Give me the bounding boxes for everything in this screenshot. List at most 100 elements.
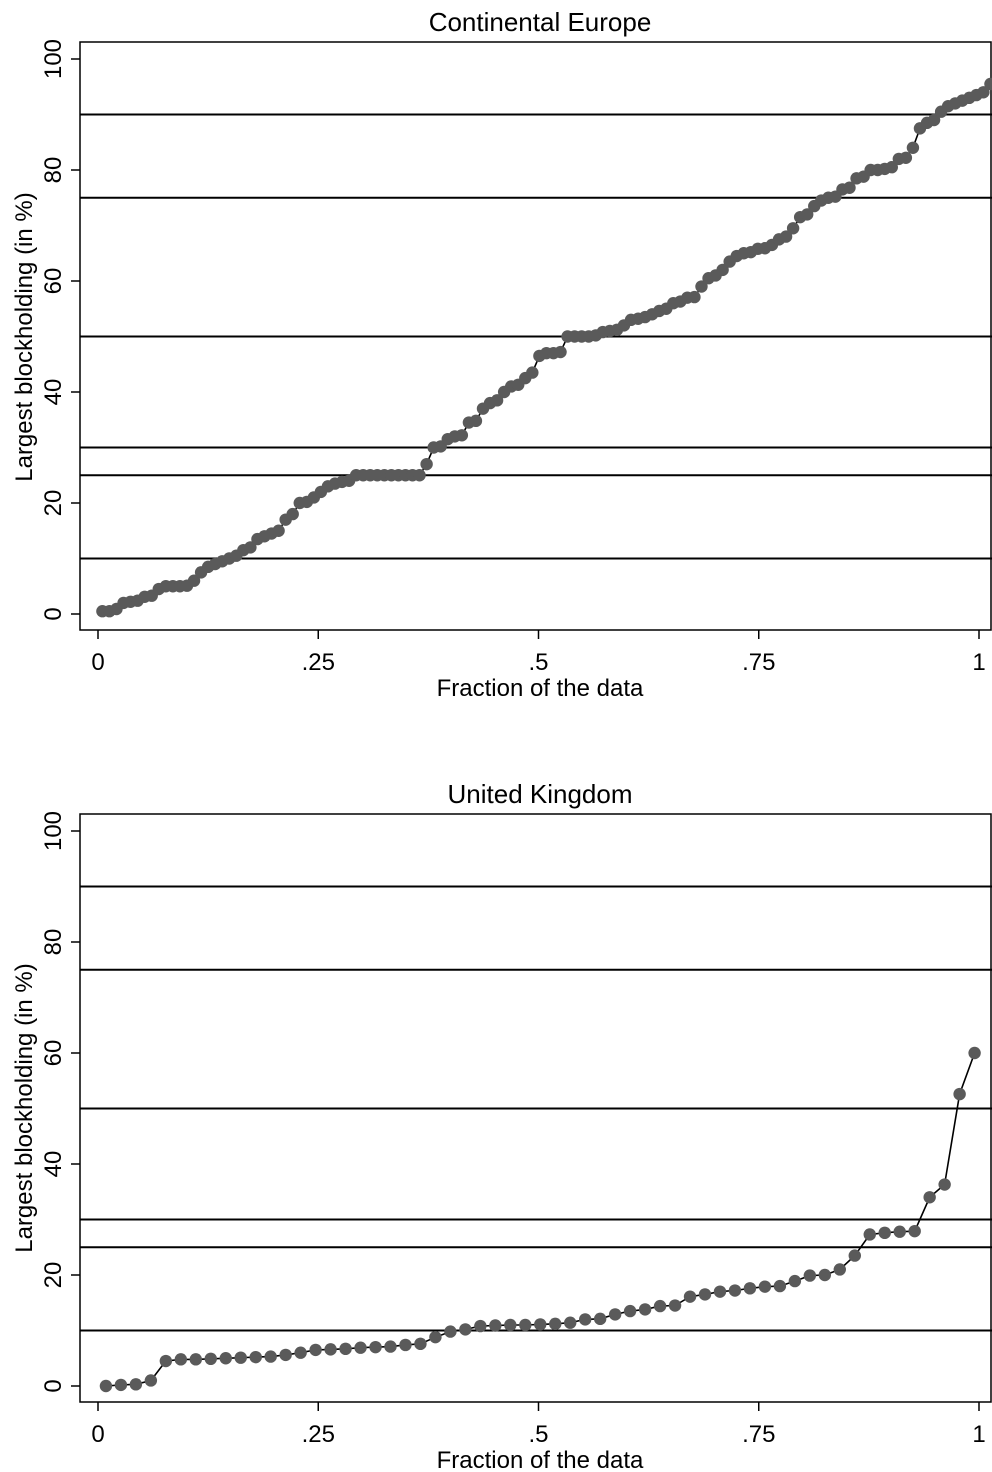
data-point bbox=[264, 1350, 277, 1363]
y-tick-label: 100 bbox=[40, 39, 67, 79]
data-point bbox=[309, 1343, 322, 1357]
x-tick-label: 0 bbox=[91, 649, 104, 676]
data-point bbox=[384, 1340, 397, 1353]
data-point bbox=[878, 1226, 891, 1240]
data-point bbox=[272, 524, 285, 537]
data-point bbox=[159, 1354, 173, 1368]
x-tick-label: .5 bbox=[528, 1421, 548, 1448]
x-tick-label: 1 bbox=[972, 649, 985, 676]
chart-title: Continental Europe bbox=[429, 7, 652, 37]
y-tick-label: 60 bbox=[40, 1040, 67, 1067]
data-point bbox=[743, 1282, 757, 1295]
data-point bbox=[728, 1284, 742, 1297]
y-tick-label: 0 bbox=[40, 1379, 67, 1392]
data-point bbox=[908, 1224, 921, 1238]
data-point bbox=[99, 1379, 113, 1393]
data-point bbox=[653, 1299, 667, 1313]
x-tick-label: .25 bbox=[302, 649, 335, 676]
x-tick-label: .75 bbox=[742, 1421, 775, 1448]
data-point bbox=[698, 1288, 712, 1301]
data-point bbox=[668, 1299, 682, 1312]
data-point bbox=[369, 1340, 382, 1354]
data-point bbox=[899, 151, 913, 164]
data-point bbox=[219, 1352, 232, 1365]
data-point bbox=[244, 541, 257, 554]
x-axis-label: Fraction of the data bbox=[437, 1447, 644, 1472]
data-point bbox=[688, 290, 701, 304]
data-point bbox=[414, 1337, 427, 1351]
y-tick-label: 40 bbox=[40, 379, 67, 406]
chart-title: United Kingdom bbox=[448, 779, 633, 809]
data-point bbox=[294, 1346, 307, 1359]
data-point bbox=[716, 263, 729, 277]
data-point bbox=[683, 1290, 697, 1303]
data-point bbox=[863, 1228, 876, 1241]
data-point bbox=[623, 1304, 637, 1318]
y-axis-label: Largest blockholding (in %) bbox=[11, 192, 38, 482]
data-point bbox=[249, 1350, 262, 1364]
data-point bbox=[187, 574, 201, 587]
data-point bbox=[803, 1269, 817, 1282]
data-point bbox=[279, 1348, 292, 1362]
data-point bbox=[526, 366, 539, 379]
data-point bbox=[608, 1308, 622, 1321]
y-tick-label: 80 bbox=[40, 157, 67, 184]
y-tick-label: 100 bbox=[40, 811, 67, 851]
x-tick-label: .75 bbox=[742, 649, 775, 676]
data-point bbox=[977, 86, 990, 99]
x-tick-label: .5 bbox=[528, 649, 548, 676]
data-point bbox=[938, 1178, 951, 1191]
data-point bbox=[695, 280, 708, 293]
data-point bbox=[469, 414, 483, 428]
y-tick-label: 40 bbox=[40, 1151, 67, 1178]
data-point bbox=[788, 1274, 802, 1288]
y-tick-label: 20 bbox=[40, 1262, 67, 1289]
data-point bbox=[638, 1303, 652, 1316]
x-axis-label: Fraction of the data bbox=[437, 675, 644, 702]
chart-united-kingdom: United Kingdom 0 20 40 60 80 100 0 .25 .5 .75 1 Fr… bbox=[11, 779, 992, 1472]
data-point bbox=[286, 507, 299, 521]
data-point bbox=[927, 113, 941, 127]
data-point bbox=[593, 1312, 607, 1326]
data-point bbox=[455, 429, 469, 442]
x-tick-label: 1 bbox=[972, 1421, 985, 1448]
x-tick-label: .25 bbox=[302, 1421, 335, 1448]
data-point bbox=[504, 1318, 517, 1332]
data-point bbox=[713, 1285, 727, 1298]
data-point bbox=[773, 1279, 787, 1293]
data-point bbox=[906, 141, 920, 154]
data-point bbox=[984, 77, 992, 91]
y-tick-label: 60 bbox=[40, 268, 67, 295]
data-point bbox=[885, 161, 898, 174]
data-point bbox=[399, 1338, 412, 1352]
data-point bbox=[114, 1378, 128, 1392]
data-point bbox=[801, 208, 814, 221]
data-point bbox=[129, 1378, 143, 1391]
data-point bbox=[489, 1319, 502, 1332]
data-point bbox=[534, 1318, 547, 1331]
data-point bbox=[519, 1318, 532, 1332]
data-point bbox=[354, 1341, 367, 1354]
y-tick-label: 0 bbox=[40, 607, 67, 620]
data-point bbox=[968, 1046, 981, 1060]
data-point bbox=[758, 1280, 772, 1293]
y-tick-label: 80 bbox=[40, 929, 67, 956]
data-point bbox=[554, 345, 567, 359]
data-point bbox=[413, 469, 426, 482]
data-point bbox=[848, 1249, 861, 1262]
data-point bbox=[564, 1316, 577, 1329]
data-point bbox=[779, 230, 793, 243]
y-axis-label: Largest blockholding (in %) bbox=[11, 963, 38, 1253]
data-point bbox=[459, 1323, 472, 1336]
data-point bbox=[339, 1342, 352, 1356]
data-point bbox=[204, 1352, 217, 1366]
data-point bbox=[833, 1263, 847, 1276]
data-point bbox=[324, 1343, 337, 1356]
data-point bbox=[474, 1319, 487, 1333]
data-point bbox=[444, 1325, 457, 1338]
chart-continental-europe: Continental Europe 0 20 40 60 80 100 0 .25 .5 .75… bbox=[11, 7, 992, 702]
series-line bbox=[102, 82, 992, 613]
x-tick-label: 0 bbox=[91, 1421, 104, 1448]
data-point bbox=[234, 1351, 247, 1364]
data-point bbox=[818, 1268, 832, 1282]
